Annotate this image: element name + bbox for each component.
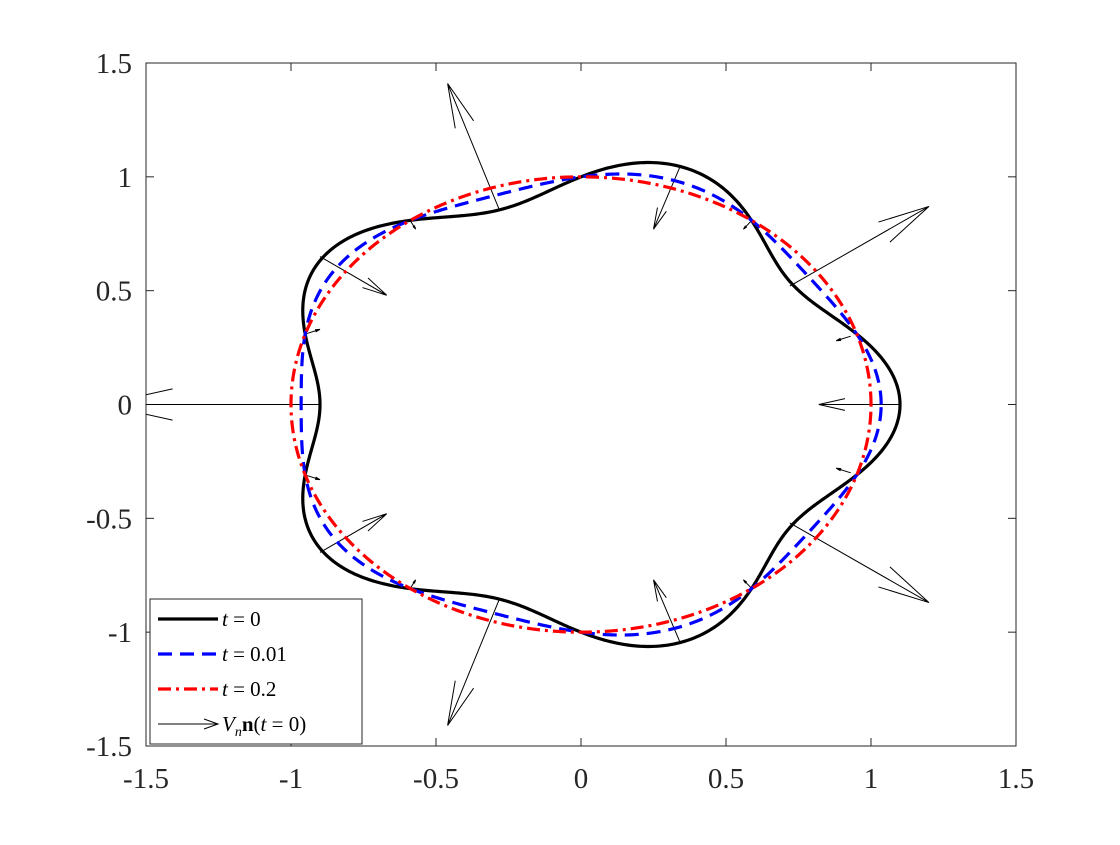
legend-item: t = 0.2 [158,677,276,701]
y-tick-label: 0 [118,390,133,422]
x-tick-label: 1.5 [998,763,1034,795]
legend-box [149,598,363,745]
quiver-arrow [319,256,388,296]
legend-label: t = 0.01 [222,642,287,666]
legend-item: t = 0 [158,607,261,631]
y-axis-ticks: -1.5 -1 -0.5 0 0.5 1 1.5 [86,48,1016,763]
series-quiver [146,83,930,726]
x-axis-ticks: -1.5 -1 -0.5 0 0.5 1 1.5 [123,63,1034,795]
legend-label: t = 0 [222,607,261,631]
quiver-arrow [653,167,681,230]
y-tick-label: -1.5 [86,731,132,763]
quiver-arrow [818,398,900,411]
quiver-arrow [653,579,681,642]
x-tick-label: -1 [279,763,303,795]
legend-label: Vnn(t = 0) [222,712,306,740]
quiver-arrow [789,205,930,287]
series-line-2 [289,175,873,634]
quiver-arrow [447,597,501,726]
legend-item: t = 0.01 [158,642,287,666]
series-line-1 [299,172,883,637]
legend-swatch [158,718,220,730]
y-tick-label: 1.5 [96,48,132,80]
y-tick-label: -0.5 [86,503,132,535]
x-tick-label: 0 [574,763,589,795]
quiver-arrow [146,388,320,421]
plot-area [146,83,930,726]
series-line-0 [301,160,902,649]
quiver-arrow [319,513,388,553]
quiver-arrow [447,83,501,212]
y-tick-label: -1 [108,617,132,649]
legend-item: Vnn(t = 0) [158,712,306,740]
x-tick-label: 1 [864,763,879,795]
y-tick-label: 1 [118,162,133,194]
quiver-arrow [835,335,851,342]
x-tick-label: 0.5 [708,763,744,795]
legend: t = 0 t = 0.01 t = 0.2 Vnn(t = 0) [149,598,363,745]
quiver-arrow [305,328,321,335]
quiver-arrow [789,522,930,604]
quiver-arrow [305,474,321,481]
x-tick-label: -1.5 [123,763,169,795]
legend-label: t = 0.2 [222,677,276,701]
y-tick-label: 0.5 [96,276,132,308]
quiver-arrow [835,467,851,474]
x-tick-label: -0.5 [413,763,459,795]
